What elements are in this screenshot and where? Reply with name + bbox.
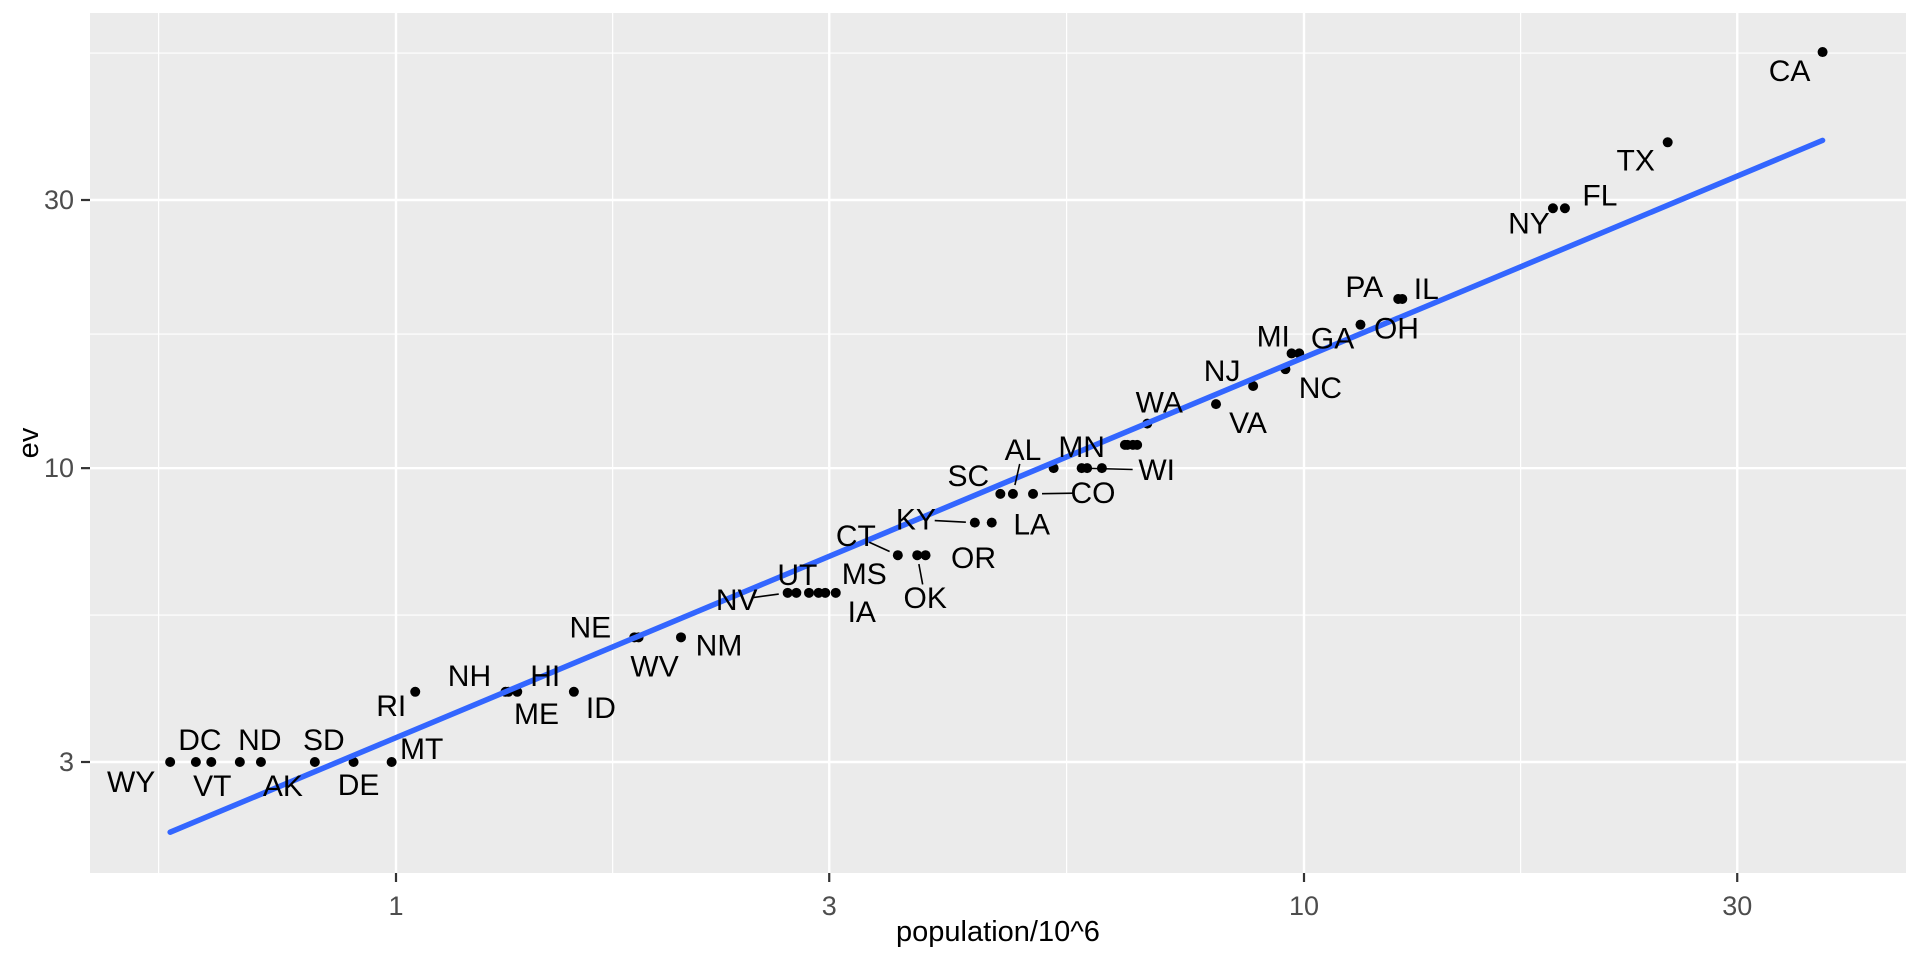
state-label-NJ: NJ — [1204, 355, 1241, 388]
point-MT — [386, 757, 397, 767]
state-label-OR: OR — [951, 542, 996, 575]
point-NY — [1559, 203, 1570, 214]
state-label-AK: AK — [263, 770, 303, 803]
state-label-MN: MN — [1058, 431, 1105, 464]
point-IL — [1397, 293, 1408, 304]
state-label-FL: FL — [1582, 179, 1617, 212]
state-label-ME: ME — [514, 698, 559, 731]
label-pointer-CO — [1042, 492, 1074, 495]
x-tick-label-1: 1 — [388, 891, 403, 921]
state-label-IL: IL — [1414, 273, 1439, 306]
state-label-VT: VT — [193, 770, 231, 803]
state-label-NH: NH — [448, 660, 491, 693]
point-SD — [309, 757, 320, 767]
point-WY — [165, 757, 176, 767]
label-pointer-KY — [934, 519, 966, 523]
point-CT — [892, 550, 903, 561]
point-OK — [912, 550, 923, 561]
state-label-VA: VA — [1229, 407, 1267, 440]
state-label-DE: DE — [338, 769, 380, 802]
state-label-ND: ND — [238, 724, 281, 757]
y-tick-label-10: 10 — [44, 453, 74, 483]
state-label-WA: WA — [1136, 387, 1183, 420]
label-pointer-WI — [1090, 467, 1133, 471]
point-NJ — [1248, 381, 1259, 392]
x-tick-label-3: 3 — [822, 891, 837, 921]
label-pointer-AL — [1014, 463, 1021, 486]
state-label-MT: MT — [400, 733, 443, 766]
state-label-NY: NY — [1508, 207, 1550, 240]
point-NM — [675, 632, 686, 643]
state-label-SC: SC — [948, 460, 990, 493]
point-LA — [986, 517, 997, 528]
point-MA — [1132, 439, 1143, 450]
state-label-DC: DC — [178, 724, 221, 757]
state-label-MI: MI — [1257, 320, 1290, 353]
state-label-NC: NC — [1299, 372, 1342, 405]
state-label-AL: AL — [1005, 434, 1042, 467]
state-label-NM: NM — [696, 629, 743, 662]
label-pointer-CT — [868, 541, 890, 553]
point-VT — [206, 757, 217, 767]
point-KS — [803, 587, 814, 598]
point-GA — [1286, 348, 1297, 359]
point-CA — [1817, 47, 1828, 58]
state-label-RI: RI — [376, 690, 406, 723]
point-OR — [920, 550, 931, 561]
point-ND — [234, 757, 245, 767]
point-VA — [1211, 399, 1222, 410]
x-axis-title: population/10^6 — [896, 916, 1100, 948]
point-OH — [1355, 319, 1366, 330]
state-label-OK: OK — [904, 582, 947, 615]
point-DE — [348, 757, 359, 767]
state-label-HI: HI — [530, 660, 560, 693]
label-pointer-OK — [918, 563, 924, 585]
state-label-CO: CO — [1071, 477, 1116, 510]
point-CO — [1028, 488, 1039, 499]
state-label-KY: KY — [896, 504, 936, 537]
state-label-GA: GA — [1311, 322, 1354, 355]
state-label-UT: UT — [777, 559, 817, 592]
state-label-WV: WV — [630, 650, 678, 683]
state-label-NE: NE — [569, 611, 611, 644]
state-label-ID: ID — [586, 692, 616, 725]
label-pointer-NV — [752, 593, 779, 599]
state-label-NV: NV — [716, 584, 758, 617]
point-IA — [830, 587, 841, 598]
state-label-WI: WI — [1138, 454, 1175, 487]
point-KY — [969, 517, 980, 528]
state-label-TX: TX — [1617, 144, 1655, 177]
point-DC — [190, 757, 201, 767]
point-AK — [255, 757, 266, 767]
plot-panel — [90, 13, 1906, 873]
state-label-IA: IA — [848, 596, 876, 629]
regression-line — [167, 137, 1826, 835]
point-UT — [791, 587, 802, 598]
state-label-OH: OH — [1374, 313, 1419, 346]
state-label-LA: LA — [1013, 509, 1050, 542]
state-label-CA: CA — [1769, 55, 1811, 88]
point-AL — [1007, 488, 1018, 499]
point-MS — [820, 587, 831, 598]
state-label-WY: WY — [107, 766, 155, 799]
point-TX — [1662, 137, 1673, 148]
point-NV — [782, 587, 793, 598]
state-label-PA: PA — [1345, 271, 1383, 304]
state-label-SD: SD — [303, 724, 345, 757]
point-SC — [995, 488, 1006, 499]
point-FL — [1547, 203, 1558, 214]
y-tick-label-30: 30 — [44, 185, 74, 215]
y-tick-label-3: 3 — [59, 747, 74, 777]
point-MD — [1082, 463, 1093, 474]
point-RI — [410, 686, 421, 697]
x-tick-label-10: 10 — [1289, 891, 1319, 921]
state-label-MS: MS — [842, 558, 887, 591]
point-ID — [568, 686, 579, 697]
x-tick-label-30: 30 — [1722, 891, 1752, 921]
y-axis-title: ev — [13, 427, 45, 458]
state-label-CT: CT — [836, 520, 876, 553]
